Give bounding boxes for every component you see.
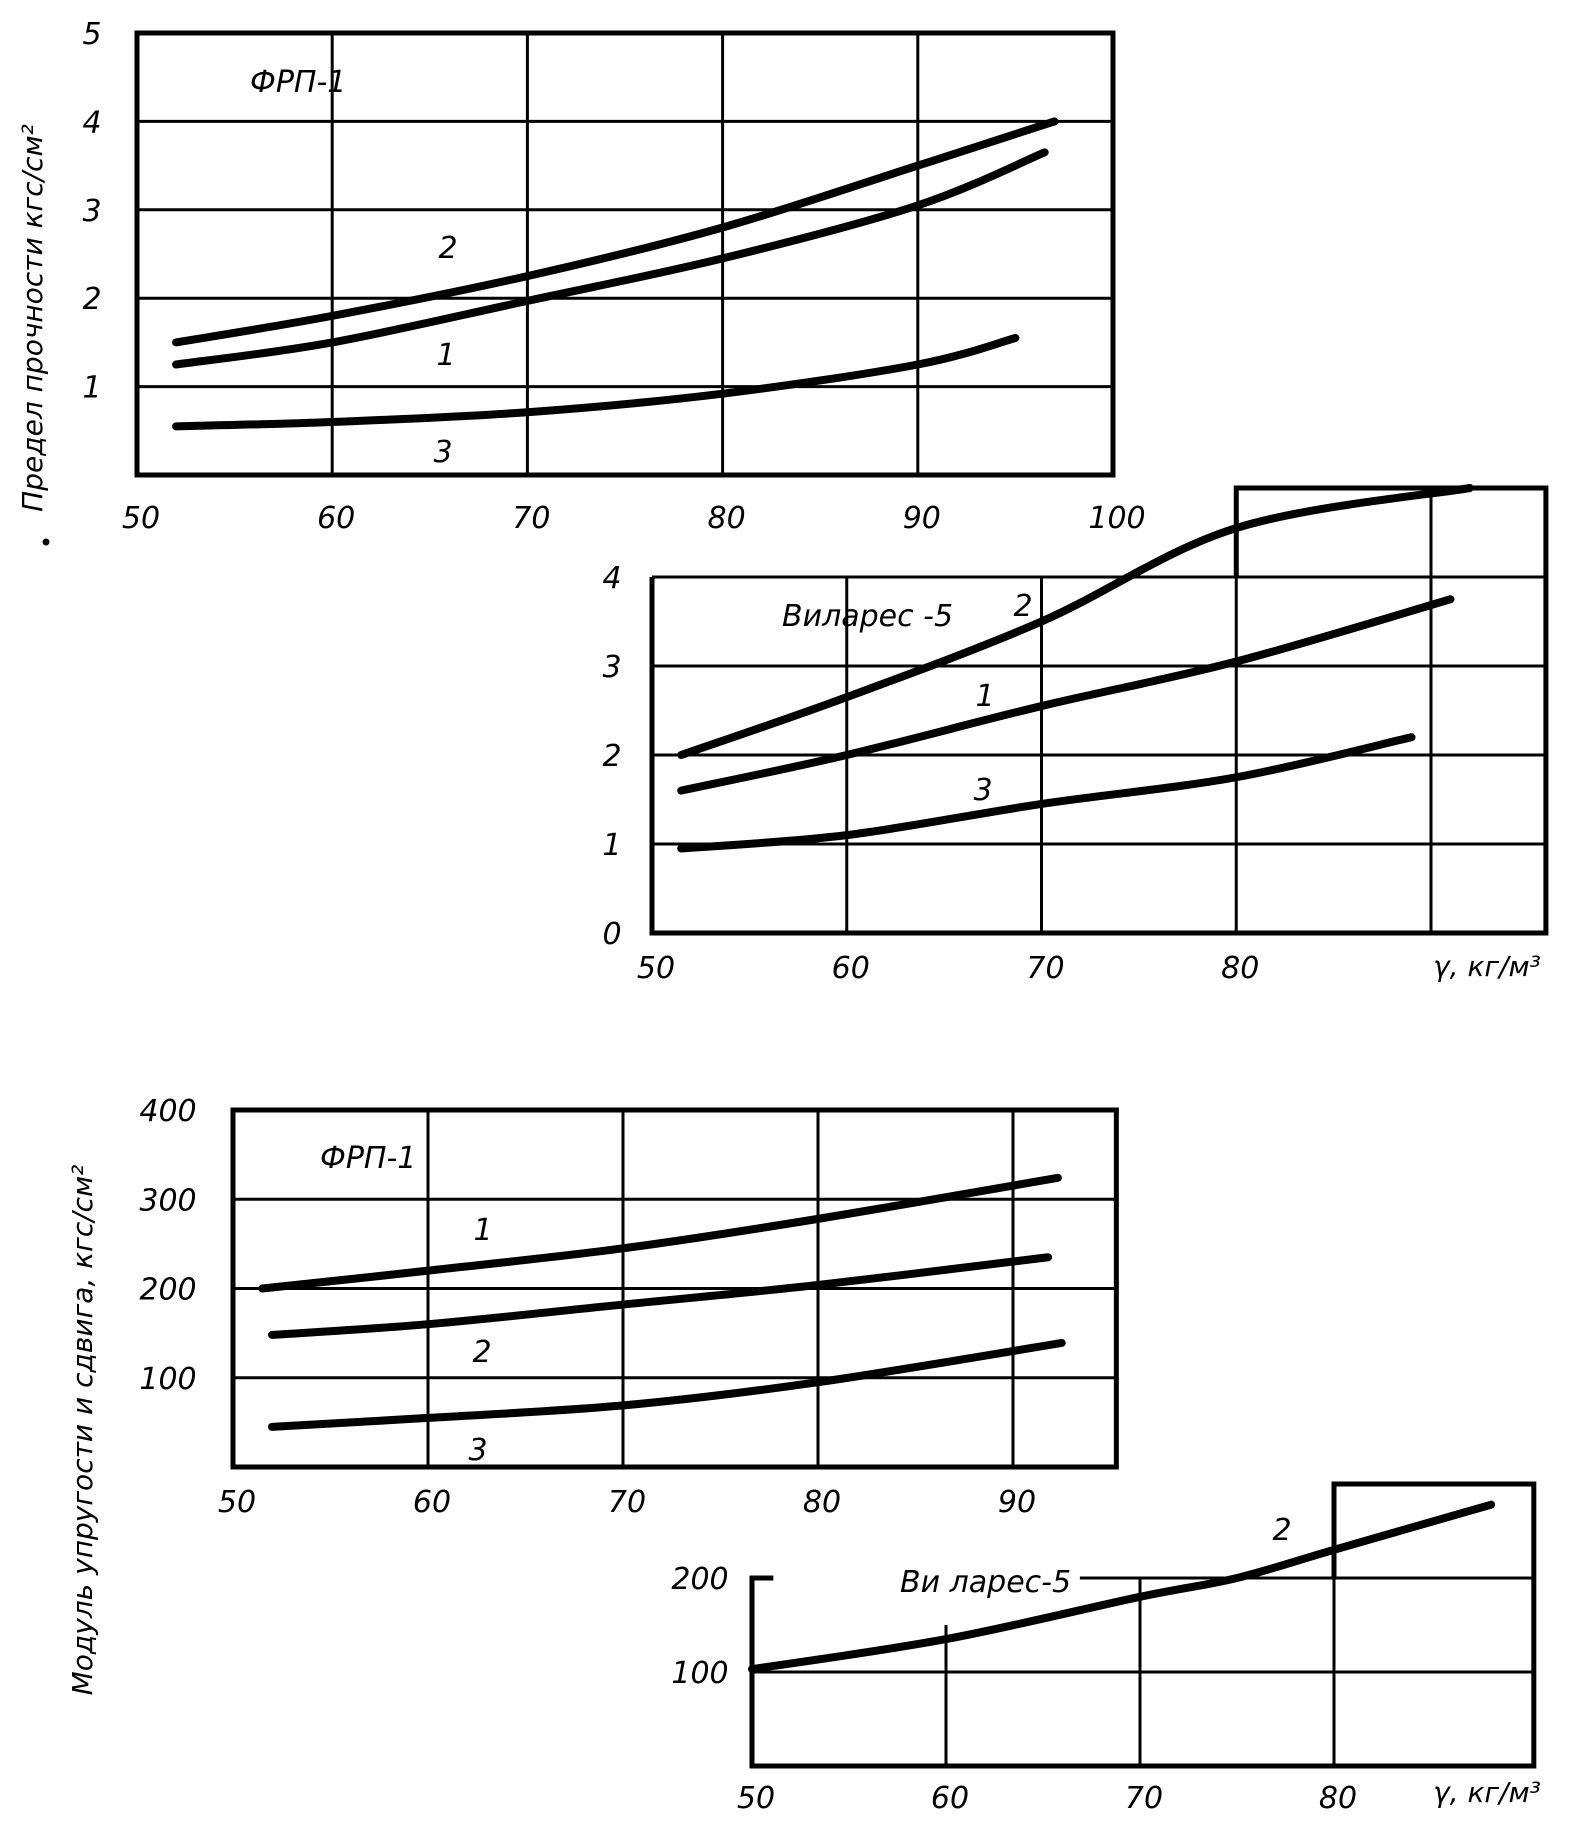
x-tick-label: 60	[832, 951, 870, 986]
x-tick-label: 70	[608, 1485, 646, 1520]
chart-strength-vilares: 0 1 2 3 4 50 60 70 80 Виларес -5 γ, кг/м³ 1 2 3	[602, 484, 1549, 986]
x-tick-label: 60	[317, 501, 355, 536]
y-tick-label: 2	[82, 282, 101, 317]
x-axis-label: γ, кг/м³	[1433, 950, 1541, 983]
x-tick-label: 50	[637, 951, 675, 986]
x-tick-label: 90	[998, 1485, 1036, 1520]
series-line-3	[172, 333, 1020, 431]
y-axis-label-strength: Предел прочности кгс/см²	[16, 124, 49, 512]
series-label-2: 2	[1013, 589, 1032, 624]
y-tick-label: 1	[82, 371, 101, 406]
stray-dot	[42, 538, 50, 546]
series-line-2	[172, 117, 1059, 347]
x-tick-label: 80	[1319, 1781, 1357, 1816]
x-axis-label: γ, кг/м³	[1433, 1776, 1541, 1809]
y-tick-label: 0	[602, 917, 621, 952]
series-line-2	[677, 484, 1474, 759]
series-label-2: 2	[438, 231, 457, 266]
x-tick-label: 80	[803, 1485, 841, 1520]
series-label-3: 3	[468, 1433, 487, 1468]
y-tick-label: 3	[602, 650, 621, 685]
series-label-1: 1	[473, 1213, 492, 1248]
series-label-2: 2	[1272, 1513, 1291, 1548]
series-line-2	[748, 1500, 1496, 1674]
y-tick-label: 200	[671, 1562, 728, 1597]
y-tick-label: 5	[82, 17, 101, 52]
series-label-3: 3	[973, 773, 992, 808]
series-line-3	[268, 1338, 1066, 1431]
plot-frame	[134, 30, 1116, 478]
chart-title: Виларес -5	[782, 599, 953, 634]
y-tick-label: 100	[139, 1362, 196, 1397]
chart-title: Ви лapec-5	[900, 1565, 1071, 1600]
y-tick-label: 200	[139, 1273, 196, 1308]
y-tick-label: 2	[602, 739, 621, 774]
x-tick-label: 70	[512, 501, 550, 536]
x-tick-label: 60	[413, 1485, 451, 1520]
x-tick-label: 80	[708, 501, 746, 536]
series-line-1	[172, 148, 1049, 369]
chart-modulus-frp: 100 200 300 400 50 60 70 80 90 ФРП-1 1 2 3	[139, 1094, 1119, 1520]
series-label-1: 1	[436, 338, 455, 373]
chart-title: ФРП-1	[250, 65, 346, 100]
y-tick-label: 1	[602, 828, 621, 863]
y-tick-label: 300	[139, 1183, 196, 1218]
y-tick-label: 4	[82, 105, 101, 140]
x-tick-label: 50	[122, 501, 160, 536]
plot-frame	[649, 485, 1549, 936]
x-tick-label: 90	[903, 501, 941, 536]
chart-modulus-vilares: 100 200 50 60 70 80 Ви лapec-5 γ, кг/м³ 2	[671, 1481, 1541, 1816]
chart-strength-frp: 1 2 3 4 5 50 60 70 80 90 100 ФРП-1 1 2 3	[82, 17, 1145, 536]
y-axis-label-modulus: Модуль упругости и сдвига, кгс/см²	[66, 1165, 99, 1696]
series-label-3: 3	[433, 435, 452, 470]
y-tick-label: 3	[82, 194, 101, 229]
y-tick-label: 400	[139, 1094, 196, 1129]
series-label-2: 2	[472, 1335, 491, 1370]
series-line-1	[258, 1173, 1062, 1293]
series-line-3	[677, 733, 1416, 853]
x-tick-label: 50	[737, 1781, 775, 1816]
x-tick-label: 70	[1125, 1781, 1163, 1816]
x-tick-label: 70	[1026, 951, 1064, 986]
plot-frame	[230, 1107, 1119, 1470]
x-tick-label: 60	[931, 1781, 969, 1816]
x-tick-label: 100	[1088, 501, 1145, 536]
plot-frame	[749, 1481, 1537, 1769]
x-tick-label: 50	[218, 1485, 256, 1520]
chart-title: ФРП-1	[320, 1141, 416, 1176]
y-tick-label: 4	[602, 561, 621, 596]
y-tick-label: 100	[671, 1656, 728, 1691]
series-label-1: 1	[975, 679, 994, 714]
x-tick-label: 80	[1221, 951, 1259, 986]
series-line-1	[677, 595, 1455, 795]
series-line-2	[268, 1253, 1053, 1339]
